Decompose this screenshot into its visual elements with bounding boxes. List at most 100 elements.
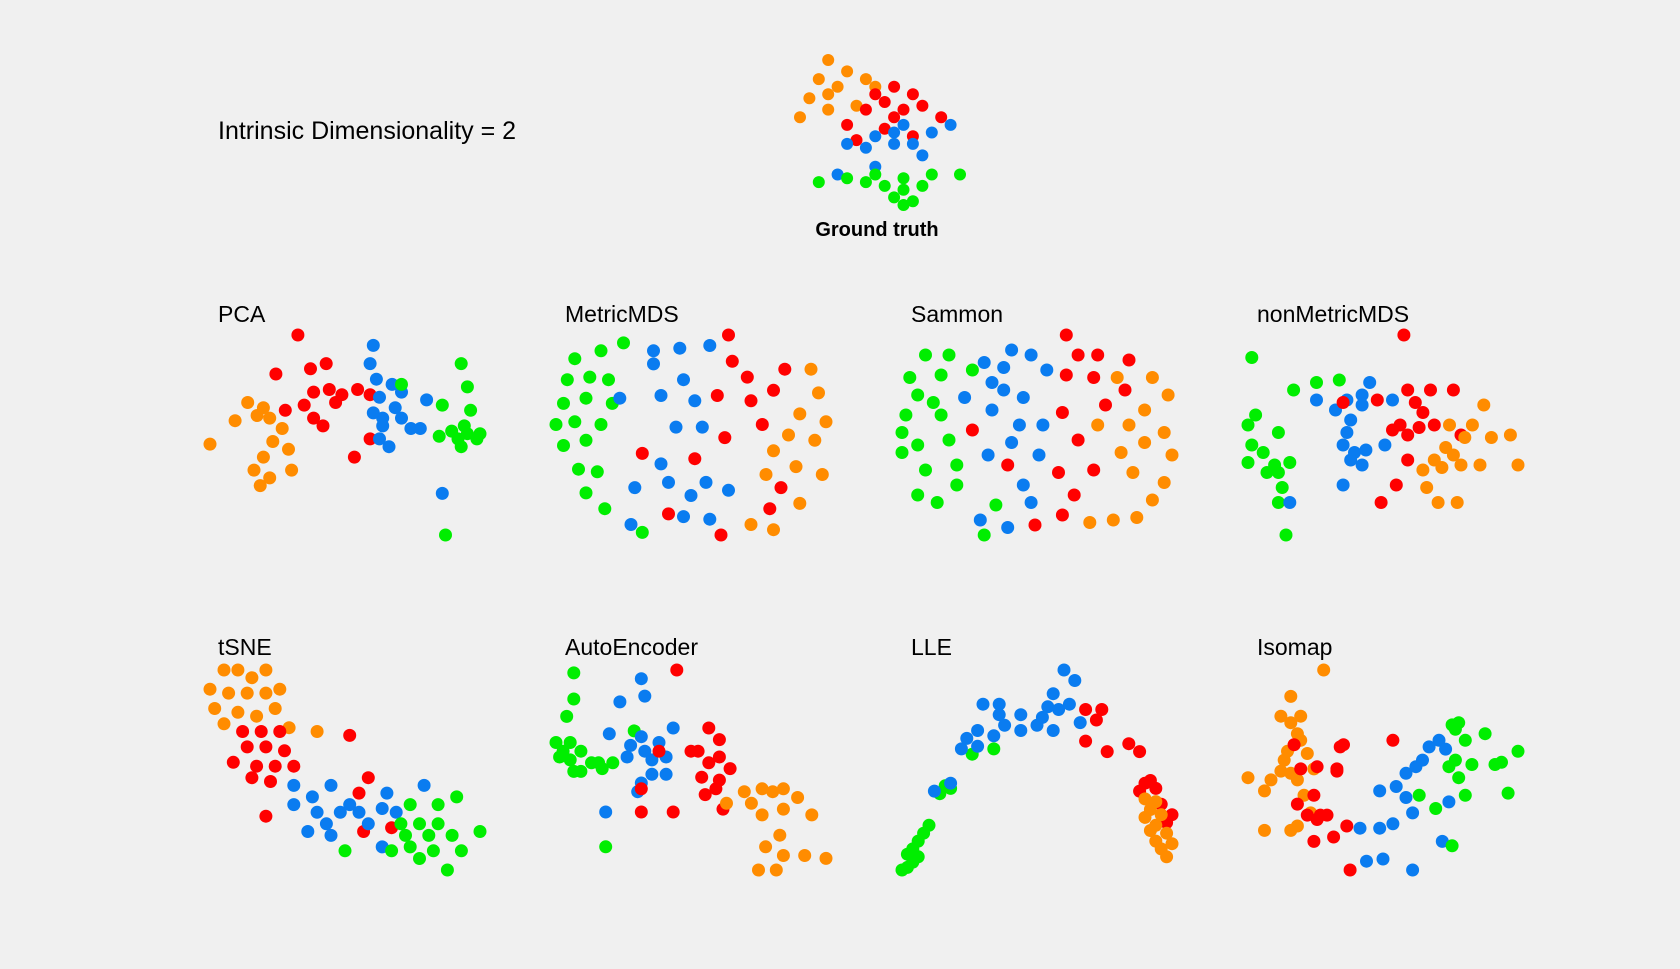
- data-point-blue: [435, 486, 449, 500]
- data-point-green: [916, 179, 929, 192]
- data-point-blue: [647, 357, 660, 371]
- data-point-red: [1401, 383, 1415, 397]
- data-point-red: [859, 103, 872, 116]
- data-point-blue: [319, 817, 333, 831]
- data-point-orange: [808, 433, 822, 447]
- data-point-blue: [1359, 443, 1373, 457]
- data-point-blue: [944, 776, 958, 790]
- data-point-orange: [1317, 663, 1331, 677]
- data-point-blue: [859, 141, 872, 154]
- data-point-red: [666, 805, 680, 819]
- data-point-orange: [804, 362, 818, 376]
- data-point-blue: [703, 339, 717, 352]
- data-point-blue: [1355, 398, 1369, 412]
- data-point-blue: [1399, 766, 1413, 780]
- data-point-red: [709, 782, 723, 796]
- data-point-red: [635, 446, 649, 460]
- data-point-red: [1059, 328, 1073, 342]
- data-point-orange: [766, 785, 780, 799]
- data-point-red: [1079, 703, 1093, 716]
- data-point-blue: [638, 744, 652, 758]
- data-point-red: [850, 134, 863, 147]
- data-point-orange: [815, 468, 829, 481]
- data-point-blue: [1435, 834, 1449, 848]
- data-point-red: [268, 759, 282, 773]
- data-point-red: [269, 367, 283, 381]
- data-point-red: [1294, 762, 1308, 776]
- data-point-orange: [1258, 823, 1271, 837]
- data-point-blue: [944, 118, 957, 131]
- data-point-red: [1343, 863, 1357, 877]
- data-point-orange: [819, 851, 833, 865]
- data-point-blue: [413, 422, 427, 435]
- data-point-red: [965, 423, 979, 437]
- data-point-blue: [324, 828, 338, 842]
- panel-title: MetricMDS: [565, 301, 679, 327]
- data-point-orange: [789, 460, 803, 474]
- data-point-red: [329, 396, 343, 409]
- data-point-blue: [645, 753, 659, 767]
- data-point-red: [307, 385, 321, 399]
- data-point-blue: [997, 383, 1011, 397]
- data-point-green: [1501, 786, 1515, 800]
- data-point-blue: [613, 391, 627, 405]
- data-point-red: [1337, 738, 1350, 752]
- data-point-blue: [1041, 700, 1055, 714]
- data-point-orange: [1161, 388, 1175, 402]
- data-point-green: [568, 352, 582, 366]
- data-point-green: [567, 692, 581, 706]
- data-point-green: [919, 463, 932, 477]
- data-point-green: [473, 427, 487, 441]
- data-point-red: [702, 756, 716, 770]
- data-point-blue: [613, 695, 627, 709]
- data-point-blue: [301, 825, 315, 838]
- data-point-blue: [684, 489, 698, 502]
- data-point-green: [942, 433, 956, 447]
- data-point-blue: [624, 738, 638, 752]
- data-point-red: [1122, 353, 1136, 367]
- data-point-green: [450, 790, 464, 804]
- data-point-blue: [624, 518, 638, 531]
- data-point-orange: [841, 65, 854, 78]
- data-point-blue: [1024, 496, 1038, 509]
- data-point-green: [563, 736, 577, 749]
- data-point-red: [319, 357, 333, 371]
- data-point-green: [906, 195, 919, 208]
- data-point-red: [1089, 713, 1103, 727]
- data-point-blue: [1355, 388, 1369, 402]
- data-point-orange: [245, 671, 259, 685]
- data-point-green: [897, 172, 910, 185]
- data-point-blue: [841, 137, 854, 150]
- data-point-green: [617, 336, 630, 350]
- data-point-blue: [1416, 753, 1429, 767]
- data-point-blue: [699, 475, 713, 489]
- data-point-green: [464, 403, 478, 417]
- data-point-orange: [1473, 458, 1487, 472]
- data-point-red: [236, 725, 250, 738]
- data-point-red: [1071, 433, 1085, 447]
- data-point-green: [1458, 733, 1472, 747]
- data-point-red: [778, 362, 792, 376]
- data-point-orange: [1503, 428, 1517, 442]
- data-point-green: [413, 817, 426, 831]
- data-point-blue: [673, 341, 687, 355]
- data-point-blue: [1386, 817, 1400, 831]
- data-point-green: [563, 753, 577, 767]
- data-point-blue: [395, 411, 408, 425]
- data-point-red: [1067, 488, 1081, 502]
- data-point-green: [1271, 466, 1285, 479]
- data-point-red: [763, 502, 777, 516]
- data-point-blue: [599, 805, 613, 819]
- data-point-green: [460, 427, 474, 441]
- data-point-green: [454, 357, 468, 371]
- data-point-orange: [1138, 403, 1152, 417]
- data-point-red: [1386, 423, 1399, 437]
- data-point-red: [273, 725, 287, 738]
- panel-title: PCA: [218, 301, 266, 327]
- data-point-orange: [737, 785, 751, 799]
- data-point-orange: [1290, 773, 1304, 787]
- data-point-orange: [1154, 808, 1168, 822]
- data-point-orange: [1416, 463, 1430, 477]
- data-point-orange: [256, 401, 270, 415]
- data-point-blue: [997, 361, 1011, 374]
